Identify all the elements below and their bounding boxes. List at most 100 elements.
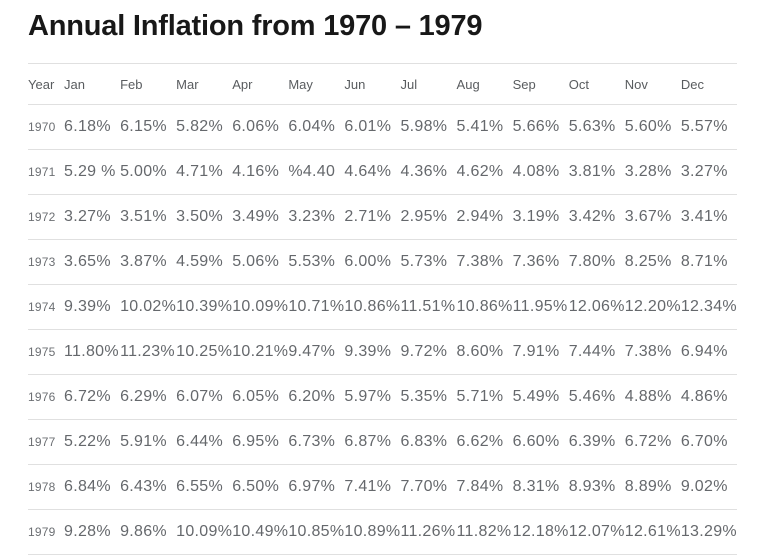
value-cell: 5.63% xyxy=(568,104,625,151)
value-cell: 3.81% xyxy=(568,149,625,196)
year-cell: 1974 xyxy=(28,284,64,331)
value-cell: 10.86% xyxy=(344,284,401,331)
value-cell: 7.80% xyxy=(568,239,625,286)
value-cell: 2.94% xyxy=(456,194,513,241)
value-cell: 3.23% xyxy=(288,194,345,241)
value-cell: 6.55% xyxy=(176,464,233,511)
value-cell: 6.72% xyxy=(64,374,121,421)
value-cell: 5.98% xyxy=(400,104,457,151)
value-cell: 7.38% xyxy=(456,239,513,286)
value-cell: 5.91% xyxy=(120,419,177,466)
value-cell: 5.35% xyxy=(400,374,457,421)
table-row: 1978 6.84% 6.43% 6.55% 6.50% 6.97% 7.41% 7.70% 7… xyxy=(28,464,737,511)
col-header-mar: Mar xyxy=(176,63,233,106)
value-cell: 7.70% xyxy=(400,464,457,511)
value-cell: 5.53% xyxy=(288,239,345,286)
value-cell: 6.50% xyxy=(232,464,289,511)
value-cell: 6.97% xyxy=(288,464,345,511)
value-cell: 5.49% xyxy=(512,374,569,421)
col-header-feb: Feb xyxy=(120,63,177,106)
table-row: 1972 3.27% 3.51% 3.50% 3.49% 3.23% 2.71% 2.95% 2… xyxy=(28,194,737,241)
value-cell: 10.86% xyxy=(456,284,513,331)
table-row: 1974 9.39% 10.02% 10.39% 10.09% 10.71% 10.86% 1… xyxy=(28,284,737,331)
value-cell: 10.89% xyxy=(344,509,401,556)
value-cell: 6.07% xyxy=(176,374,233,421)
value-cell: 7.41% xyxy=(344,464,401,511)
col-header-may: May xyxy=(288,63,345,106)
value-cell: 12.20% xyxy=(624,284,681,331)
value-cell: 4.59% xyxy=(176,239,233,286)
value-cell: 5.22% xyxy=(64,419,121,466)
value-cell: 8.71% xyxy=(680,239,737,286)
value-cell: 6.73% xyxy=(288,419,345,466)
value-cell: 6.60% xyxy=(512,419,569,466)
value-cell: 8.25% xyxy=(624,239,681,286)
value-cell: 3.50% xyxy=(176,194,233,241)
value-cell: 4.64% xyxy=(344,149,401,196)
value-cell: 6.00% xyxy=(344,239,401,286)
value-cell: 11.80% xyxy=(64,329,121,376)
year-cell: 1976 xyxy=(28,374,64,421)
value-cell: 3.27% xyxy=(64,194,121,241)
table-row: 1975 11.80% 11.23% 10.25% 10.21% 9.47% 9.39% 9.… xyxy=(28,329,737,376)
table-row: 1973 3.65% 3.87% 4.59% 5.06% 5.53% 6.00% 5.73% 7… xyxy=(28,239,737,286)
value-cell: 3.49% xyxy=(232,194,289,241)
value-cell: 12.61% xyxy=(624,509,681,556)
value-cell: 10.09% xyxy=(232,284,289,331)
value-cell: 5.66% xyxy=(512,104,569,151)
value-cell: 6.83% xyxy=(400,419,457,466)
year-cell: 1971 xyxy=(28,149,64,196)
col-header-sep: Sep xyxy=(512,63,569,106)
value-cell: 4.88% xyxy=(624,374,681,421)
value-cell: 5.71% xyxy=(456,374,513,421)
value-cell: 9.72% xyxy=(400,329,457,376)
value-cell: 11.95% xyxy=(512,284,569,331)
table-head: Year Jan Feb Mar Apr May Jun Jul Aug Sep Oct Nov Dec xyxy=(28,63,737,106)
value-cell: 5.82% xyxy=(176,104,233,151)
value-cell: 10.49% xyxy=(232,509,289,556)
value-cell: 4.08% xyxy=(512,149,569,196)
value-cell: 12.06% xyxy=(568,284,625,331)
value-cell: 10.39% xyxy=(176,284,233,331)
value-cell: 3.65% xyxy=(64,239,121,286)
value-cell: 12.18% xyxy=(512,509,569,556)
value-cell: 6.06% xyxy=(232,104,289,151)
value-cell: 7.38% xyxy=(624,329,681,376)
col-header-jul: Jul xyxy=(400,63,457,106)
value-cell: 6.87% xyxy=(344,419,401,466)
value-cell: 6.44% xyxy=(176,419,233,466)
value-cell: 10.02% xyxy=(120,284,177,331)
value-cell: 9.28% xyxy=(64,509,121,556)
value-cell: 2.71% xyxy=(344,194,401,241)
value-cell: 5.97% xyxy=(344,374,401,421)
table-header-row: Year Jan Feb Mar Apr May Jun Jul Aug Sep Oct Nov Dec xyxy=(28,63,737,106)
value-cell: 7.84% xyxy=(456,464,513,511)
col-header-apr: Apr xyxy=(232,63,289,106)
col-header-oct: Oct xyxy=(568,63,625,106)
year-cell: 1972 xyxy=(28,194,64,241)
value-cell: 8.89% xyxy=(624,464,681,511)
year-cell: 1977 xyxy=(28,419,64,466)
value-cell: 4.71% xyxy=(176,149,233,196)
year-cell: 1978 xyxy=(28,464,64,511)
value-cell: 4.16% xyxy=(232,149,289,196)
col-header-dec: Dec xyxy=(680,63,737,106)
value-cell: 11.26% xyxy=(400,509,457,556)
inflation-table: Year Jan Feb Mar Apr May Jun Jul Aug Sep Oct Nov Dec… xyxy=(28,63,737,556)
table-row: 1971 5.29 % 5.00% 4.71% 4.16% %4.40 4.64% 4.36%… xyxy=(28,149,737,196)
value-cell: 12.34% xyxy=(680,284,737,331)
value-cell: 10.71% xyxy=(288,284,345,331)
value-cell: 11.51% xyxy=(400,284,457,331)
col-header-nov: Nov xyxy=(624,63,681,106)
value-cell: 5.73% xyxy=(400,239,457,286)
value-cell: 6.62% xyxy=(456,419,513,466)
value-cell: %4.40 xyxy=(288,149,345,196)
value-cell: 7.91% xyxy=(512,329,569,376)
table-row: 1977 5.22% 5.91% 6.44% 6.95% 6.73% 6.87% 6.83% 6… xyxy=(28,419,737,466)
value-cell: 4.36% xyxy=(400,149,457,196)
value-cell: 13.29% xyxy=(680,509,737,556)
value-cell: 10.21% xyxy=(232,329,289,376)
value-cell: 8.60% xyxy=(456,329,513,376)
value-cell: 3.51% xyxy=(120,194,177,241)
